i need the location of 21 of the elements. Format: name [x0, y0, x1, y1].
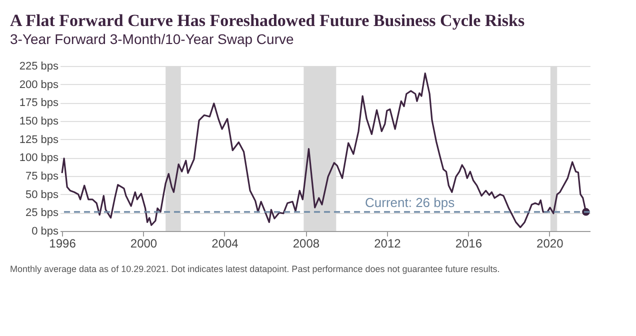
y-tick-label: 25 bps [25, 207, 59, 220]
chart-title: A Flat Forward Curve Has Foreshadowed Future Business Cycle Risks [10, 11, 525, 30]
y-tick-label: 0 bps [32, 226, 59, 238]
chart-subtitle: 3-Year Forward 3-Month/10-Year Swap Curve [10, 31, 294, 47]
y-tick-label: 150 bps [19, 116, 59, 128]
text: Monthly average data as of 10.29.2021. Dot indicates latest datapoint. Past performance does not guarantee future results. [10, 264, 500, 274]
x-tick-label: 2000 [130, 236, 158, 250]
ref-line-label: Current: 26 bps [364, 194, 456, 210]
y-tick-label: 75 bps [25, 170, 59, 182]
y-tick-label: 50 bps [25, 188, 59, 201]
y-tick-label: 175 bps [19, 97, 59, 110]
x-tick-label: 2004 [212, 236, 239, 250]
x-tick-label: 2020 [536, 236, 564, 250]
y-tick-label: 225 bps [19, 60, 59, 72]
x-tick-label: 1996 [49, 236, 76, 250]
y-tick-label: 200 bps [19, 78, 59, 91]
x-tick-label: 2016 [455, 236, 482, 250]
y-tick-label: 125 bps [19, 134, 59, 146]
x-tick-label: 2012 [374, 236, 402, 250]
x-tick-label: 2008 [292, 236, 320, 250]
y-tick-label: 100 bps [19, 152, 59, 164]
